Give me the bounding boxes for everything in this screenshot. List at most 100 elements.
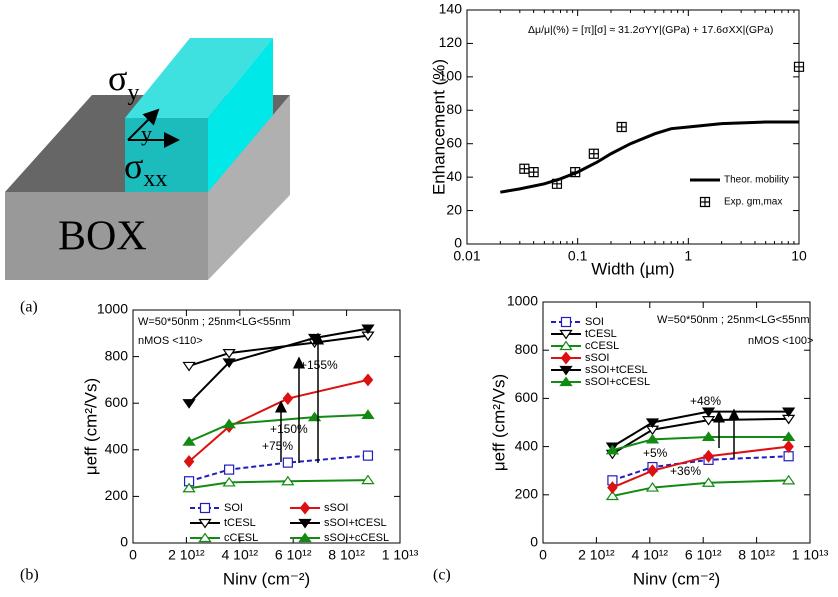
annotation: Δμ/μ|(%) = [π][σ] ≈ 31.2σYY|(GPa) + 17.6… — [528, 24, 773, 36]
x-tick-label: 4 10¹² — [632, 547, 669, 563]
series-line — [188, 334, 369, 367]
series-line — [611, 417, 789, 455]
legend-label: Exp. gm,max — [724, 197, 782, 208]
marker — [182, 436, 196, 446]
box-label: BOX — [58, 214, 147, 260]
marker — [282, 392, 294, 405]
x-tick-label: 8 10¹² — [328, 547, 365, 563]
slab-front — [5, 192, 208, 280]
marker — [588, 148, 599, 159]
marker — [222, 418, 236, 429]
marker — [528, 167, 539, 178]
marker — [362, 450, 374, 461]
marker — [607, 481, 618, 495]
y-tick-label: 20 — [446, 201, 462, 217]
annotation: +5% — [643, 446, 668, 460]
marker — [182, 399, 196, 409]
x-axis-label: Ninv (cm⁻²) — [633, 569, 720, 588]
x-tick-label: 2 10¹² — [168, 547, 205, 563]
legend-marker — [559, 376, 573, 387]
y-tick-label: 1000 — [97, 301, 128, 317]
legend-marker — [559, 329, 573, 340]
chart: 0 20 40 60 80 100 120 140 0.01 0.1 1 10 Width (µm) En… — [429, 1, 807, 279]
x-tick-label: 1 10¹³ — [792, 547, 829, 563]
legend-marker — [199, 502, 211, 514]
legend-marker — [198, 518, 212, 529]
fin-top — [125, 38, 273, 118]
y-tick-label: 0 — [530, 534, 538, 550]
axis-y: y — [141, 121, 152, 146]
series-line — [188, 378, 369, 463]
series-line — [612, 435, 789, 452]
series-line — [188, 479, 368, 490]
marker — [199, 502, 211, 514]
x-axis-label: Ninv (cm⁻²) — [223, 569, 310, 588]
y-tick-label: 1000 — [507, 293, 538, 309]
marker — [298, 532, 312, 543]
marker — [645, 433, 660, 444]
marker — [560, 351, 572, 365]
legend-label: sSOI+cCESL — [585, 376, 650, 388]
marker — [559, 340, 573, 351]
x-tick-label: 0 — [129, 547, 137, 563]
legend-label: sSOI — [585, 352, 609, 364]
series-line — [500, 120, 799, 194]
marker — [781, 407, 796, 418]
legend-marker — [559, 365, 573, 376]
y-tick-label: 400 — [105, 441, 129, 457]
series-line — [612, 479, 789, 497]
annotation: nMOS <100> — [748, 335, 813, 347]
y-tick-label: 0 — [120, 534, 128, 550]
marker — [645, 482, 660, 492]
legend-label: cCESL — [224, 532, 258, 544]
annotation: W=50*50nm ; 25nm<LG<55nm — [657, 314, 810, 326]
x-axis-label: Width (µm) — [591, 259, 674, 278]
marker — [281, 475, 295, 486]
y-tick-label: 0 — [454, 235, 462, 251]
chart: 0 200 400 600 800 1000 0 2 10¹² 4 10¹² 6 10¹² 8 10… — [489, 293, 828, 589]
y-tick-label: 80 — [446, 101, 462, 117]
marker — [570, 167, 581, 178]
annotation: +155% — [300, 358, 338, 372]
marker — [282, 457, 293, 468]
marker — [701, 431, 716, 442]
y-tick-label: 600 — [105, 394, 129, 410]
series-line — [188, 327, 369, 404]
fin-front — [125, 118, 208, 192]
y-tick-label: 800 — [515, 341, 539, 357]
legend-label: SOI — [224, 502, 243, 514]
series-line — [188, 413, 369, 443]
x-tick-label: 6 10¹² — [275, 547, 312, 563]
marker — [224, 464, 235, 475]
marker — [616, 121, 627, 133]
marker — [361, 474, 375, 485]
legend-label: cCESL — [585, 340, 619, 352]
y-tick-label: 120 — [439, 34, 463, 50]
marker — [519, 163, 530, 174]
marker — [198, 532, 212, 543]
legend-label: tCESL — [224, 517, 256, 529]
annotation: nMOS <110> — [138, 335, 203, 347]
x-tick-label: 8 10¹² — [738, 547, 775, 563]
annotation: W=50*50nm ; 25nm<LG<55nm — [138, 316, 291, 328]
marker — [299, 501, 311, 515]
marker — [559, 329, 573, 340]
marker — [182, 361, 196, 372]
annotation: +48% — [690, 394, 721, 408]
y-tick-label: 40 — [446, 168, 462, 184]
series-line — [612, 455, 789, 482]
legend-marker — [298, 518, 312, 529]
legend-label: tCESL — [585, 328, 617, 340]
legend-label: sSOI+tCESL — [585, 364, 648, 376]
annotation: +36% — [670, 464, 701, 478]
marker — [701, 477, 716, 487]
y-tick-label: 800 — [105, 347, 129, 363]
plot-frame — [466, 9, 800, 245]
x-tick-label: 1 — [684, 248, 692, 264]
marker — [222, 476, 236, 487]
subscript: y — [127, 80, 139, 106]
marker — [703, 449, 714, 463]
legend-marker — [299, 501, 311, 515]
plot-frame — [542, 301, 811, 544]
y-axis-label: μeff (cm²/Vs) — [489, 374, 508, 471]
